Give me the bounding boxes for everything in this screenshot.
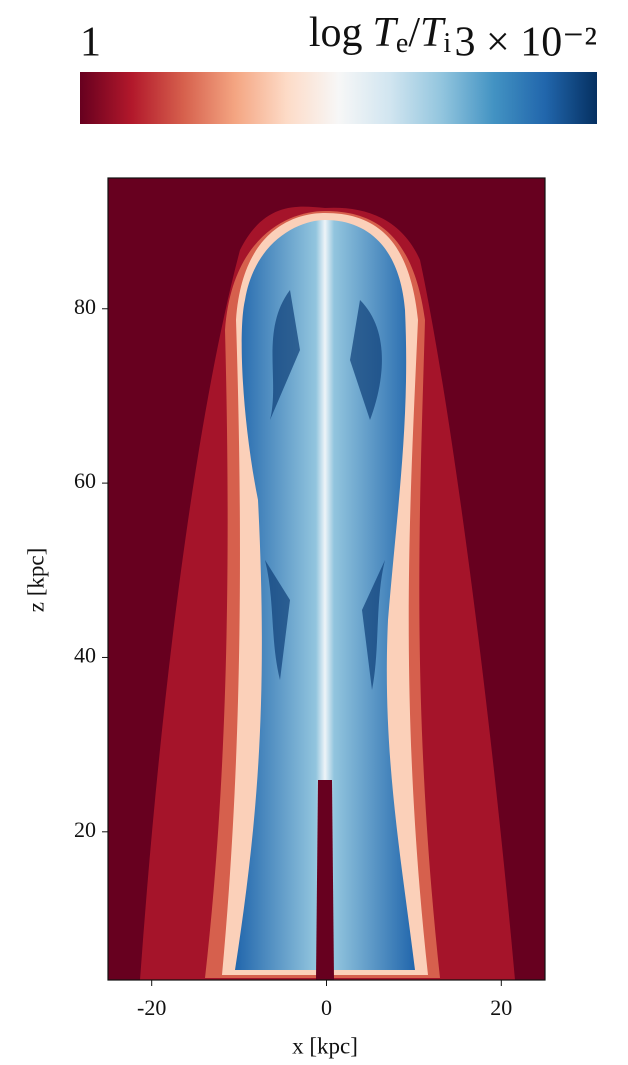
colorbar: [80, 72, 597, 124]
colorbar-tick-label: 3 × 10⁻²: [455, 20, 597, 66]
y-tick-label: 20: [74, 817, 96, 842]
y-tick-label: 60: [74, 468, 96, 493]
x-tick-label: 0: [321, 995, 332, 1020]
jet-channel: [316, 780, 334, 980]
x-tick-label: -20: [137, 995, 166, 1020]
y-axis-label: z [kpc]: [23, 548, 48, 613]
x-tick-label: 20: [490, 995, 512, 1020]
y-tick-label: 40: [74, 643, 96, 668]
simulation-image: [108, 178, 545, 980]
figure: logTe/Ti x [kpc] z [kpc] -20 0 20 20 40 60 80 1…: [0, 0, 628, 1065]
x-axis-label: x [kpc]: [292, 1033, 358, 1058]
colorbar-tick-label: 1: [80, 20, 101, 66]
y-tick-label: 80: [74, 294, 96, 319]
